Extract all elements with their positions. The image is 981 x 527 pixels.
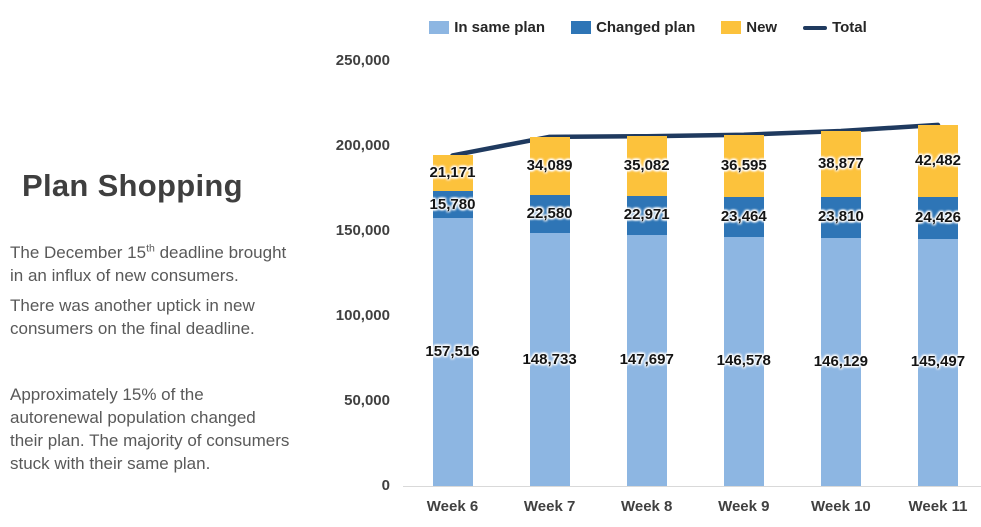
legend-item-new: New	[721, 19, 777, 36]
data-label-new: 42,482	[915, 152, 961, 170]
legend-item-total: Total	[803, 19, 867, 36]
bar-segment-changed-plan	[529, 194, 570, 234]
bar-segment-in-same-plan	[529, 233, 570, 486]
bar-segment-new	[529, 136, 570, 195]
page-title: Plan Shopping	[22, 168, 243, 203]
bar-segment-new	[723, 134, 764, 197]
bar-segment-in-same-plan	[723, 236, 764, 486]
superscript-th: th	[146, 242, 155, 255]
bar-segment-new	[820, 131, 861, 198]
legend-item-in-same-plan: In same plan	[429, 19, 545, 36]
y-axis-tick-label: 100,000	[335, 307, 390, 324]
legend-line-swatch-icon	[803, 25, 828, 30]
bar-segment-in-same-plan	[626, 234, 667, 486]
plot-area: 157,516 15,780 21,171 148,733 22,580 34,089 14…	[405, 61, 981, 486]
legend-label: In same plan	[454, 19, 546, 36]
data-label-new: 38,877	[817, 155, 864, 173]
data-label-changed-plan: 22,971	[623, 206, 670, 224]
legend-label: Total	[832, 19, 867, 36]
total-line-path	[450, 122, 941, 158]
y-axis-tick-label: 0	[381, 477, 390, 494]
bar-segment-changed-plan	[626, 195, 667, 235]
data-label-new: 35,082	[623, 157, 670, 175]
x-axis-label: Week 11	[908, 498, 968, 515]
bar-segment-changed-plan	[918, 197, 958, 239]
bar-segment-new	[432, 155, 473, 192]
body-paragraph-2: There was another uptick in new consumer…	[10, 296, 255, 338]
x-axis-label: Week 10	[811, 498, 871, 515]
bar-segment-changed-plan	[723, 196, 764, 237]
y-axis-tick-label: 200,000	[335, 137, 390, 154]
y-axis-tick-label: 250,000	[335, 52, 390, 69]
data-label-in-same-plan: 157,516	[425, 343, 480, 361]
body-paragraph-3: Approximately 15% of the autorenewal pop…	[10, 385, 290, 473]
bar-segment-in-same-plan	[918, 238, 958, 486]
data-label-in-same-plan: 146,578	[716, 352, 771, 370]
data-label-new: 21,171	[429, 164, 476, 182]
body-paragraph-1: The December 15th deadline brought in an…	[10, 241, 340, 287]
chart-legend: In same plan Changed plan New Total	[360, 19, 936, 36]
data-label-changed-plan: 23,464	[720, 207, 767, 225]
data-label-changed-plan: 23,810	[817, 208, 864, 226]
x-axis-label: Week 9	[718, 498, 770, 515]
bar-segment-new	[918, 124, 958, 198]
data-label-in-same-plan: 146,129	[813, 352, 868, 370]
x-axis-line	[403, 486, 981, 487]
legend-label: New	[746, 19, 778, 36]
data-label-changed-plan: 24,426	[915, 208, 961, 226]
paragraph-text: The December 15	[10, 243, 147, 262]
data-label-in-same-plan: 148,733	[522, 350, 577, 368]
bar-segment-in-same-plan	[432, 218, 473, 486]
data-label-changed-plan: 22,580	[526, 204, 573, 222]
legend-label: Changed plan	[596, 19, 696, 36]
data-label-in-same-plan: 145,497	[910, 353, 966, 371]
bar-segment-changed-plan	[432, 191, 473, 219]
legend-color-swatch-icon	[571, 21, 592, 34]
data-label-new: 34,089	[526, 156, 573, 174]
legend-item-changed-plan: Changed plan	[571, 19, 695, 36]
bar-segment-new	[626, 136, 667, 196]
paragraph-text: deadline brought in an influx of new con…	[10, 243, 287, 285]
data-label-new: 36,595	[720, 156, 767, 174]
data-label-changed-plan: 15,780	[429, 195, 476, 213]
bar-segment-changed-plan	[820, 197, 861, 238]
y-axis-tick-label: 150,000	[335, 222, 390, 239]
y-axis-tick-label: 50,000	[344, 392, 390, 409]
legend-color-swatch-icon	[721, 21, 742, 34]
x-axis-label: Week 6	[426, 498, 479, 515]
x-axis-label: Week 8	[620, 498, 673, 515]
x-axis-label: Week 7	[523, 498, 576, 515]
bar-segment-in-same-plan	[820, 237, 861, 486]
data-label-in-same-plan: 147,697	[619, 351, 674, 369]
legend-color-swatch-icon	[429, 21, 450, 34]
total-line	[450, 122, 941, 158]
